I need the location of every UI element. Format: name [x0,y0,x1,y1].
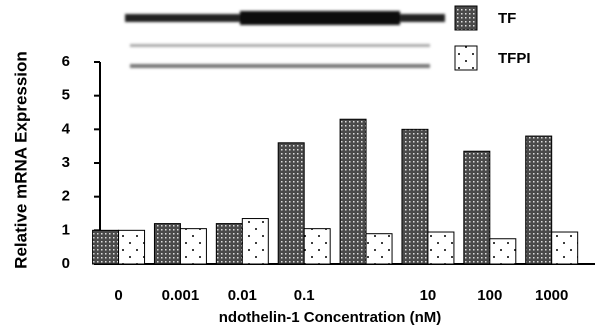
bar [216,224,242,264]
x-axis-label: ndothelin-1 Concentration (nM) [219,309,441,326]
x-tick-label: 100 [477,287,502,304]
y-tick-label: 0 [62,255,70,272]
y-tick-label: 4 [62,120,71,137]
y-tick-label: 3 [62,154,70,171]
x-tick-label: 0.01 [228,287,257,304]
y-tick-label: 2 [62,188,70,205]
bar [526,136,552,264]
x-tick-label: 0.001 [162,287,200,304]
bar [366,234,392,264]
y-tick-label: 1 [62,221,70,238]
bar [402,129,428,264]
bar [119,230,145,264]
bar [464,151,490,264]
bar [242,219,268,264]
x-tick-label: 1000 [535,287,568,304]
y-tick-label: 6 [62,53,70,70]
x-tick-label: 10 [420,287,437,304]
bar [304,229,330,264]
x-tick-label: 0.1 [294,287,315,304]
bar [180,229,206,264]
bar [278,143,304,264]
bar [490,239,516,264]
bar [552,232,578,264]
legend-label: TFPI [498,50,531,67]
bar [154,224,180,264]
bar [340,119,366,264]
x-tick-label: 0 [114,287,122,304]
legend-label: TF [498,10,516,27]
bar [93,230,119,264]
legend-swatch [455,46,477,70]
chart: Relative mRNA Expression ndothelin-1 Con… [0,0,604,329]
y-tick-label: 5 [62,87,70,104]
legend-swatch [455,6,477,30]
blot-image [125,11,445,68]
bar [428,232,454,264]
y-axis-label: Relative mRNA Expression [11,51,30,269]
